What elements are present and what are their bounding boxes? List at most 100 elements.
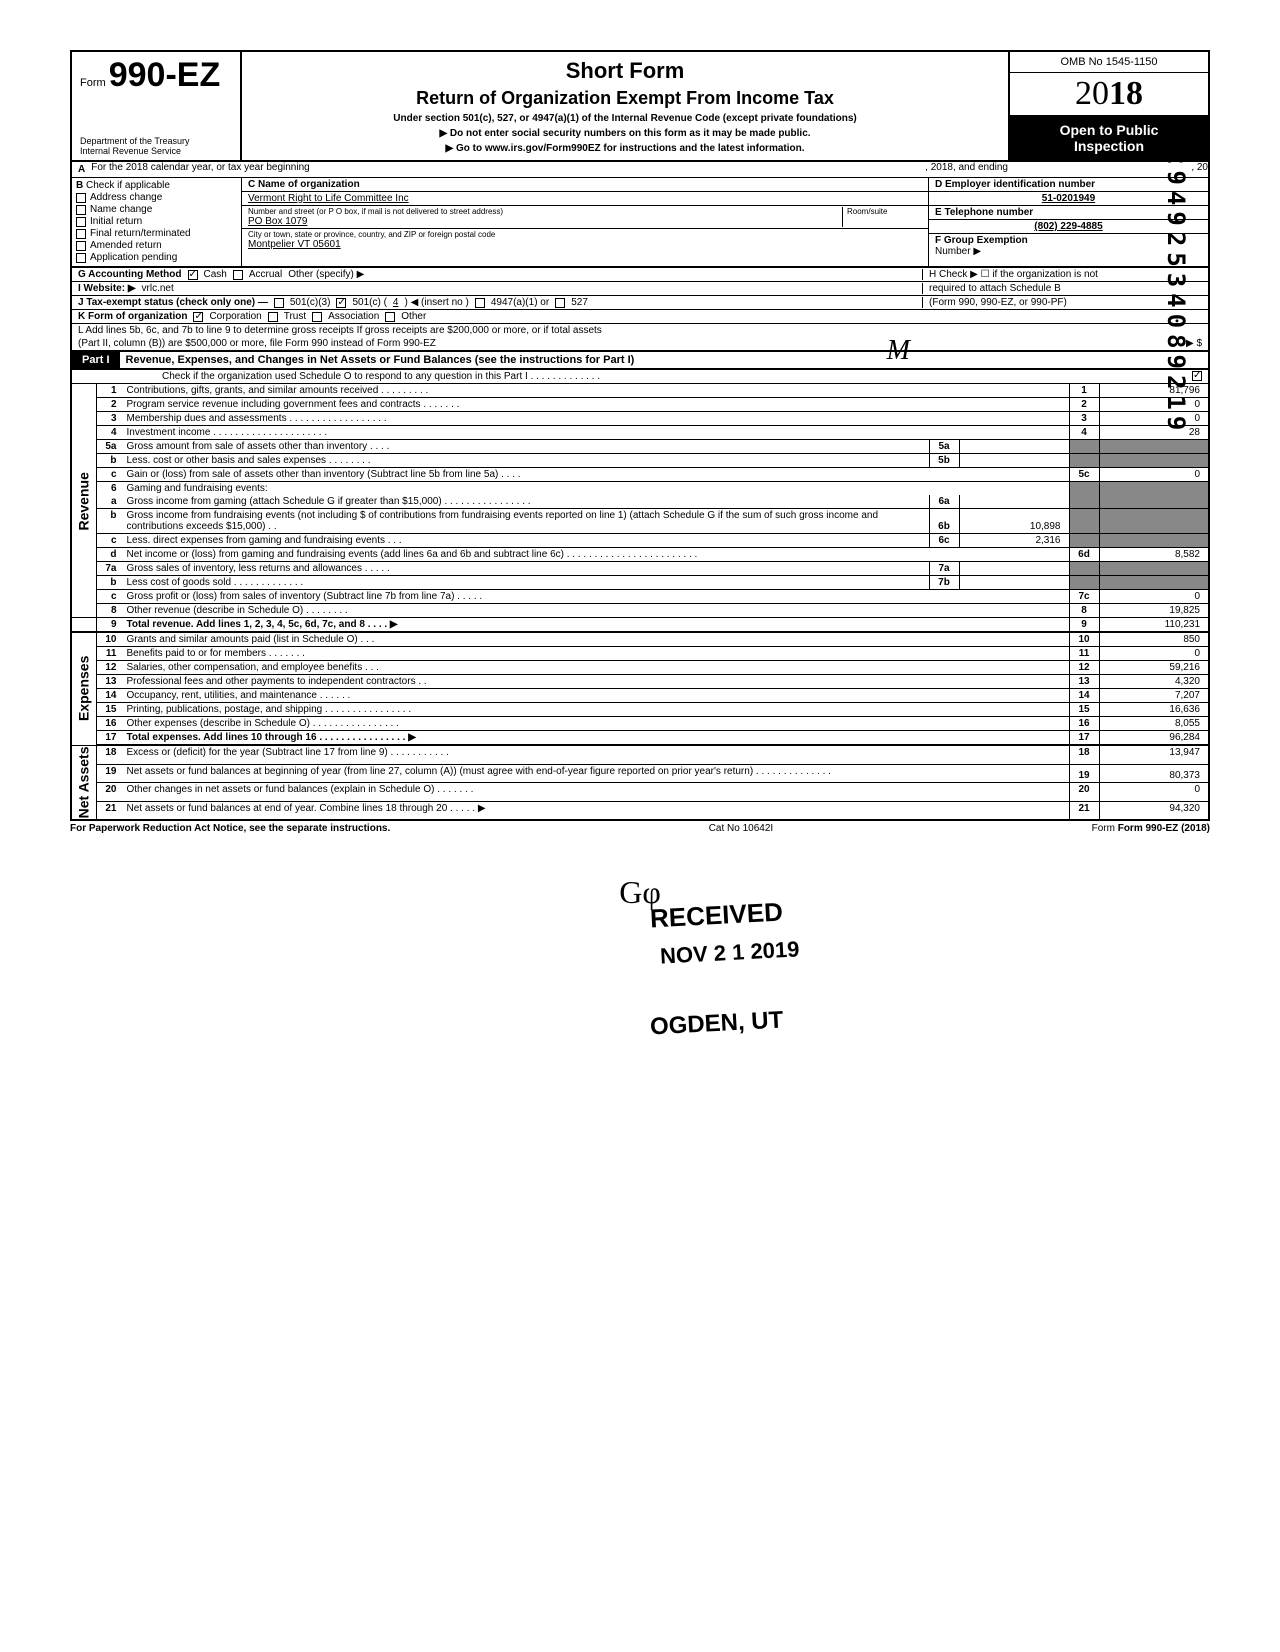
lbl-4947: 4947(a)(1) or — [491, 297, 549, 308]
bn: 13 — [1069, 675, 1099, 689]
bv: 0 — [1099, 590, 1209, 604]
chk-lbl: Initial return — [90, 216, 142, 227]
bn: 18 — [1069, 745, 1099, 764]
checkbox-icon — [76, 229, 86, 239]
line-18: Net Assets18Excess or (deficit) for the … — [71, 745, 1209, 764]
line-20: 20Other changes in net assets or fund ba… — [71, 783, 1209, 802]
bv: 96,284 — [1099, 731, 1209, 746]
year-outline: 20 — [1075, 75, 1109, 112]
bv: 0 — [1099, 647, 1209, 661]
bv: 94,320 — [1099, 801, 1209, 820]
ln: 13 — [97, 675, 123, 689]
form-prefix: Form — [80, 77, 106, 89]
chk-4947[interactable] — [475, 298, 485, 308]
desc: Grants and similar amounts paid (list in… — [123, 632, 1070, 647]
form-number: Form 990-EZ — [80, 56, 232, 95]
chk-corp[interactable] — [193, 312, 203, 322]
in: 6a — [929, 495, 959, 509]
stamp-date: NOV 2 1 2019 — [659, 936, 800, 969]
dept2: Internal Revenue Service — [80, 146, 232, 156]
chk-501c[interactable] — [336, 298, 346, 308]
desc: Salaries, other compensation, and employ… — [123, 661, 1070, 675]
omb-number: OMB No 1545-1150 — [1010, 52, 1208, 73]
ein-hdr-txt: D Employer identification number — [935, 179, 1095, 190]
bn: 17 — [1069, 731, 1099, 746]
addr-val: PO Box 1079 — [248, 216, 842, 227]
city-val: Montpelier VT 05601 — [248, 239, 922, 250]
dept1: Department of the Treasury — [80, 136, 232, 146]
footer-left: For Paperwork Reduction Act Notice, see … — [70, 823, 390, 834]
line-17: 17Total expenses. Add lines 10 through 1… — [71, 731, 1209, 746]
chk-address-change[interactable]: Address change — [76, 192, 237, 203]
form-right-box: OMB No 1545-1150 2018 Open to Public Ins… — [1008, 52, 1208, 160]
row-l2: (Part II, column (B)) are $500,000 or mo… — [70, 337, 1210, 351]
iv — [959, 454, 1069, 468]
ln: c — [97, 534, 123, 548]
ln: 9 — [97, 618, 123, 633]
chk-cash[interactable] — [188, 270, 198, 280]
sh — [1069, 454, 1099, 468]
bn: 9 — [1069, 618, 1099, 633]
bv: 8,055 — [1099, 717, 1209, 731]
addr-val-txt: PO Box 1079 — [248, 216, 307, 227]
line-19: 19Net assets or fund balances at beginni… — [71, 764, 1209, 783]
bv: 0 — [1099, 468, 1209, 482]
desc: Less cost of goods sold . . . . . . . . … — [123, 576, 930, 590]
signature-initial: M — [887, 335, 910, 367]
desc: Less. direct expenses from gaming and fu… — [123, 534, 930, 548]
line-7a: 7aGross sales of inventory, less returns… — [71, 562, 1209, 576]
iv — [959, 562, 1069, 576]
iv — [959, 576, 1069, 590]
ln: b — [97, 576, 123, 590]
chk-assoc[interactable] — [312, 312, 322, 322]
iv — [959, 440, 1069, 454]
chk-initial-return[interactable]: Initial return — [76, 216, 237, 227]
chk-527[interactable] — [555, 298, 565, 308]
addr-lbl: Number and street (or P O box, if mail i… — [248, 207, 842, 216]
checkbox-icon — [76, 193, 86, 203]
sh — [1099, 440, 1209, 454]
chk-schedule-o[interactable] — [1192, 371, 1202, 381]
col-c: C Name of organization Vermont Right to … — [242, 178, 928, 266]
form-990-num: 990-EZ — [109, 56, 221, 94]
chk-501c3[interactable] — [274, 298, 284, 308]
chk-trust[interactable] — [268, 312, 278, 322]
chk-name-change[interactable]: Name change — [76, 204, 237, 215]
col-c-hdr: C Name of organization — [242, 178, 928, 192]
row-k-lbl: K Form of organization — [78, 311, 187, 322]
row-j: J Tax-exempt status (check only one) — 5… — [70, 296, 1210, 310]
in: 7b — [929, 576, 959, 590]
chk-amended-return[interactable]: Amended return — [76, 240, 237, 251]
bv: 8,582 — [1099, 548, 1209, 562]
ln: b — [97, 454, 123, 468]
sh — [1099, 482, 1209, 496]
chk-accrual[interactable] — [233, 270, 243, 280]
ln: 20 — [97, 783, 123, 802]
sh — [1099, 509, 1209, 534]
desc: Total expenses. Add lines 10 through 16 … — [123, 731, 1070, 746]
desc: Excess or (deficit) for the year (Subtra… — [123, 745, 1070, 764]
bv: 16,636 — [1099, 703, 1209, 717]
footer-center: Cat No 10642I — [709, 823, 774, 834]
chk-other-org[interactable] — [385, 312, 395, 322]
bn: 2 — [1069, 398, 1099, 412]
lines-table: Revenue 1 Contributions, gifts, grants, … — [70, 384, 1210, 821]
chk-application-pending[interactable]: Application pending — [76, 252, 237, 263]
row-a-text: For the 2018 calendar year, or tax year … — [91, 162, 309, 177]
sh — [1099, 576, 1209, 590]
cash-lbl: Cash — [204, 269, 227, 280]
row-h-1: H Check ▶ ☐ if the organization is not — [922, 269, 1202, 280]
note-ssn: ▶ Do not enter social security numbers o… — [248, 128, 1002, 139]
chk-lbl: Amended return — [90, 240, 162, 251]
side-revenue: Revenue — [71, 384, 97, 618]
title-short-form: Short Form — [248, 58, 1002, 84]
desc: Other revenue (describe in Schedule O) .… — [123, 604, 1070, 618]
sh — [1069, 562, 1099, 576]
ln: a — [97, 495, 123, 509]
desc: Gross profit or (loss) from sales of inv… — [123, 590, 1070, 604]
chk-final-return[interactable]: Final return/terminated — [76, 228, 237, 239]
desc: Less. cost or other basis and sales expe… — [123, 454, 930, 468]
lbl-assoc: Association — [328, 311, 379, 322]
part1-sub: Check if the organization used Schedule … — [70, 370, 1210, 384]
bn: 14 — [1069, 689, 1099, 703]
